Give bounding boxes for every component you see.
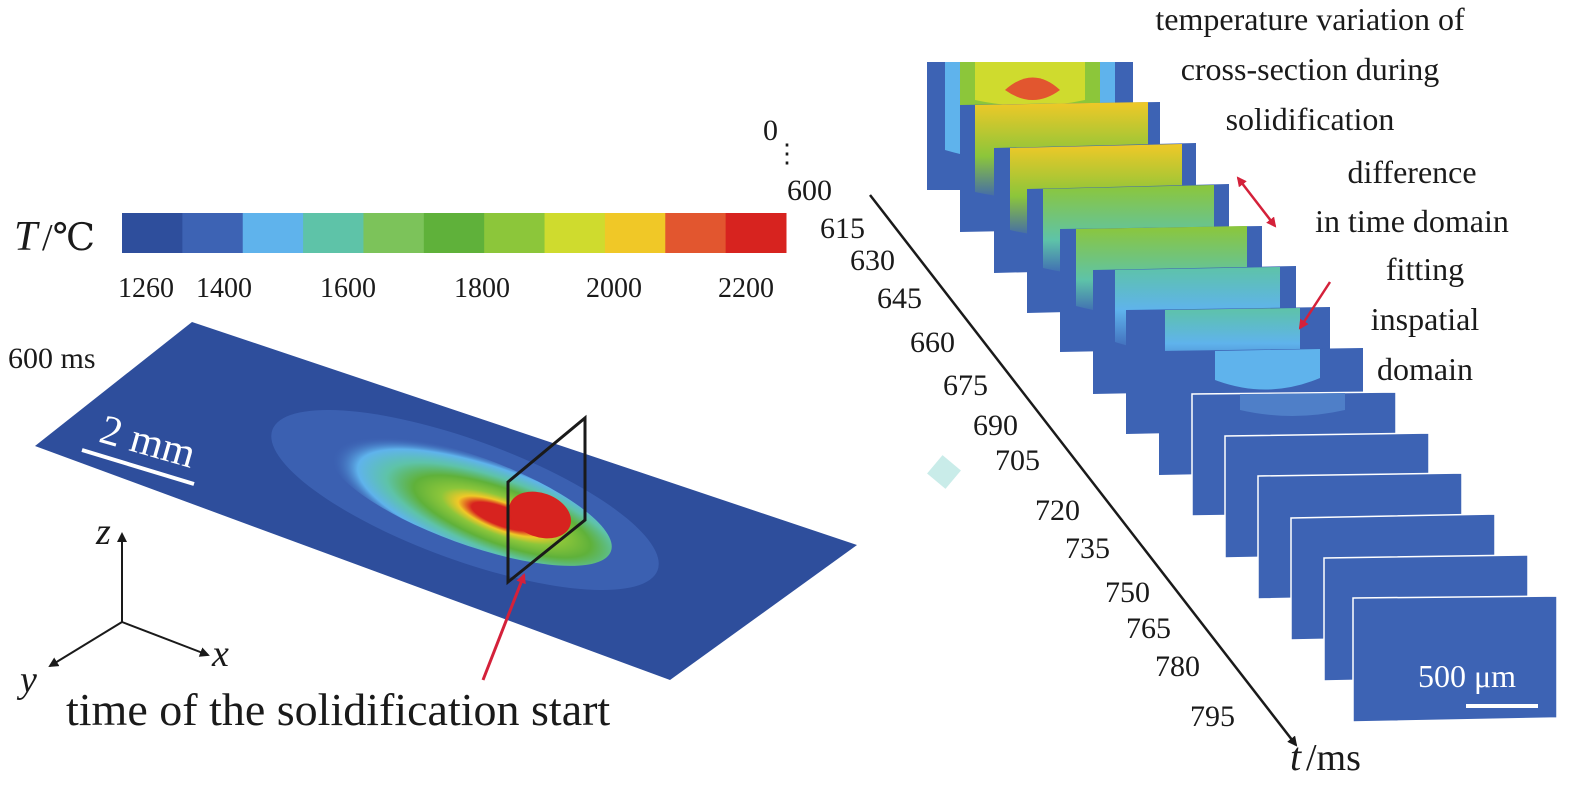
time-axis-symbol: t [1290,734,1302,779]
colorbar-tick-1600: 1600 [320,273,376,304]
time-difference-arrow [1236,176,1277,228]
colorbar-segment [182,213,244,253]
time-tick-705: 705 [995,444,1040,477]
time-label-600ms: 600 ms [8,342,96,375]
time-difference-annotation: difference in time domain [1315,154,1509,239]
time-tick-600: 600 [787,174,832,207]
time-tick-ellipsis: ⋮ [774,139,800,168]
colorbar-segment [604,213,666,253]
colorbar-segment [242,213,304,253]
colorbar-tick-2200: 2200 [718,273,774,304]
solidification-start-annotation: time of the solidification start [66,684,610,735]
spatial-fit-arrow [1298,281,1332,330]
time-tick-630: 630 [850,244,895,277]
spatial-fit-line-2: inspatial [1371,301,1480,337]
cross-section-slices [927,62,1558,723]
x-axis-label: x [211,633,229,675]
colorbar-label-symbol: T [14,214,40,260]
cross-section-marker [927,455,961,489]
melt-pool-core [509,491,571,539]
colorbar-segment [665,213,727,253]
colorbar-segment [122,213,183,253]
x-axis-arrow [121,621,210,657]
spatial-fit-annotation: fitting inspatial domain [1371,251,1480,387]
colorbar-segment [484,213,546,253]
colorbar-ticks: 1260 1400 1600 1800 2000 2200 [118,273,774,304]
colorbar-tick-1800: 1800 [454,273,510,304]
time-tick-675: 675 [943,369,988,402]
time-tick-795: 795 [1190,700,1235,733]
spatial-fit-line-3: domain [1377,351,1473,387]
colorbar-tick-2000: 2000 [586,273,642,304]
cross-section-slice-780 [1352,595,1558,723]
time-axis-unit: /ms [1306,737,1361,779]
cross-section-title-line-1: temperature variation of [1155,1,1465,37]
time-tick-660: 660 [910,326,955,359]
time-tick-780: 780 [1155,650,1200,683]
time-tick-720: 720 [1035,494,1080,527]
time-difference-line-1: difference [1347,154,1476,190]
right-scale-bar-label: 500 μm [1418,658,1516,694]
time-tick-0: 0 [763,114,778,147]
colorbar-tick-1260: 1260 [118,273,174,304]
colorbar-segment [544,213,606,253]
cross-section-plane [506,414,587,586]
coordinate-axes: z x y [16,511,229,701]
colorbar-tick-1400: 1400 [196,273,252,304]
time-tick-645: 645 [877,282,922,315]
substrate-plate [35,322,857,680]
colorbar-segment [303,213,364,253]
time-difference-line-2: in time domain [1315,203,1509,239]
left-scale-bar-line [81,448,195,486]
time-tick-735: 735 [1065,532,1110,565]
cross-section-title-line-2: cross-section during [1181,51,1440,87]
colorbar [122,213,787,253]
time-tick-750: 750 [1105,576,1150,609]
solidification-start-pointer [481,573,526,681]
colorbar-segment [725,213,787,253]
y-axis-arrow [48,621,123,668]
colorbar-label-unit: /℃ [42,217,95,259]
time-tick-615: 615 [820,212,865,245]
time-axis-ticks: 0 ⋮ 600 615 630 645 660 675 690 705 720 … [763,114,1235,733]
time-axis [869,194,1298,747]
time-tick-690: 690 [973,409,1018,442]
spatial-fit-line-1: fitting [1386,251,1464,287]
cross-section-title-line-3: solidification [1226,101,1395,137]
y-axis-label: y [16,659,37,701]
colorbar-segment [363,213,425,253]
time-tick-765: 765 [1126,612,1171,645]
z-axis-label: z [95,511,111,553]
colorbar-segment [423,213,485,253]
cross-section-title: temperature variation of cross-section d… [1155,1,1465,137]
